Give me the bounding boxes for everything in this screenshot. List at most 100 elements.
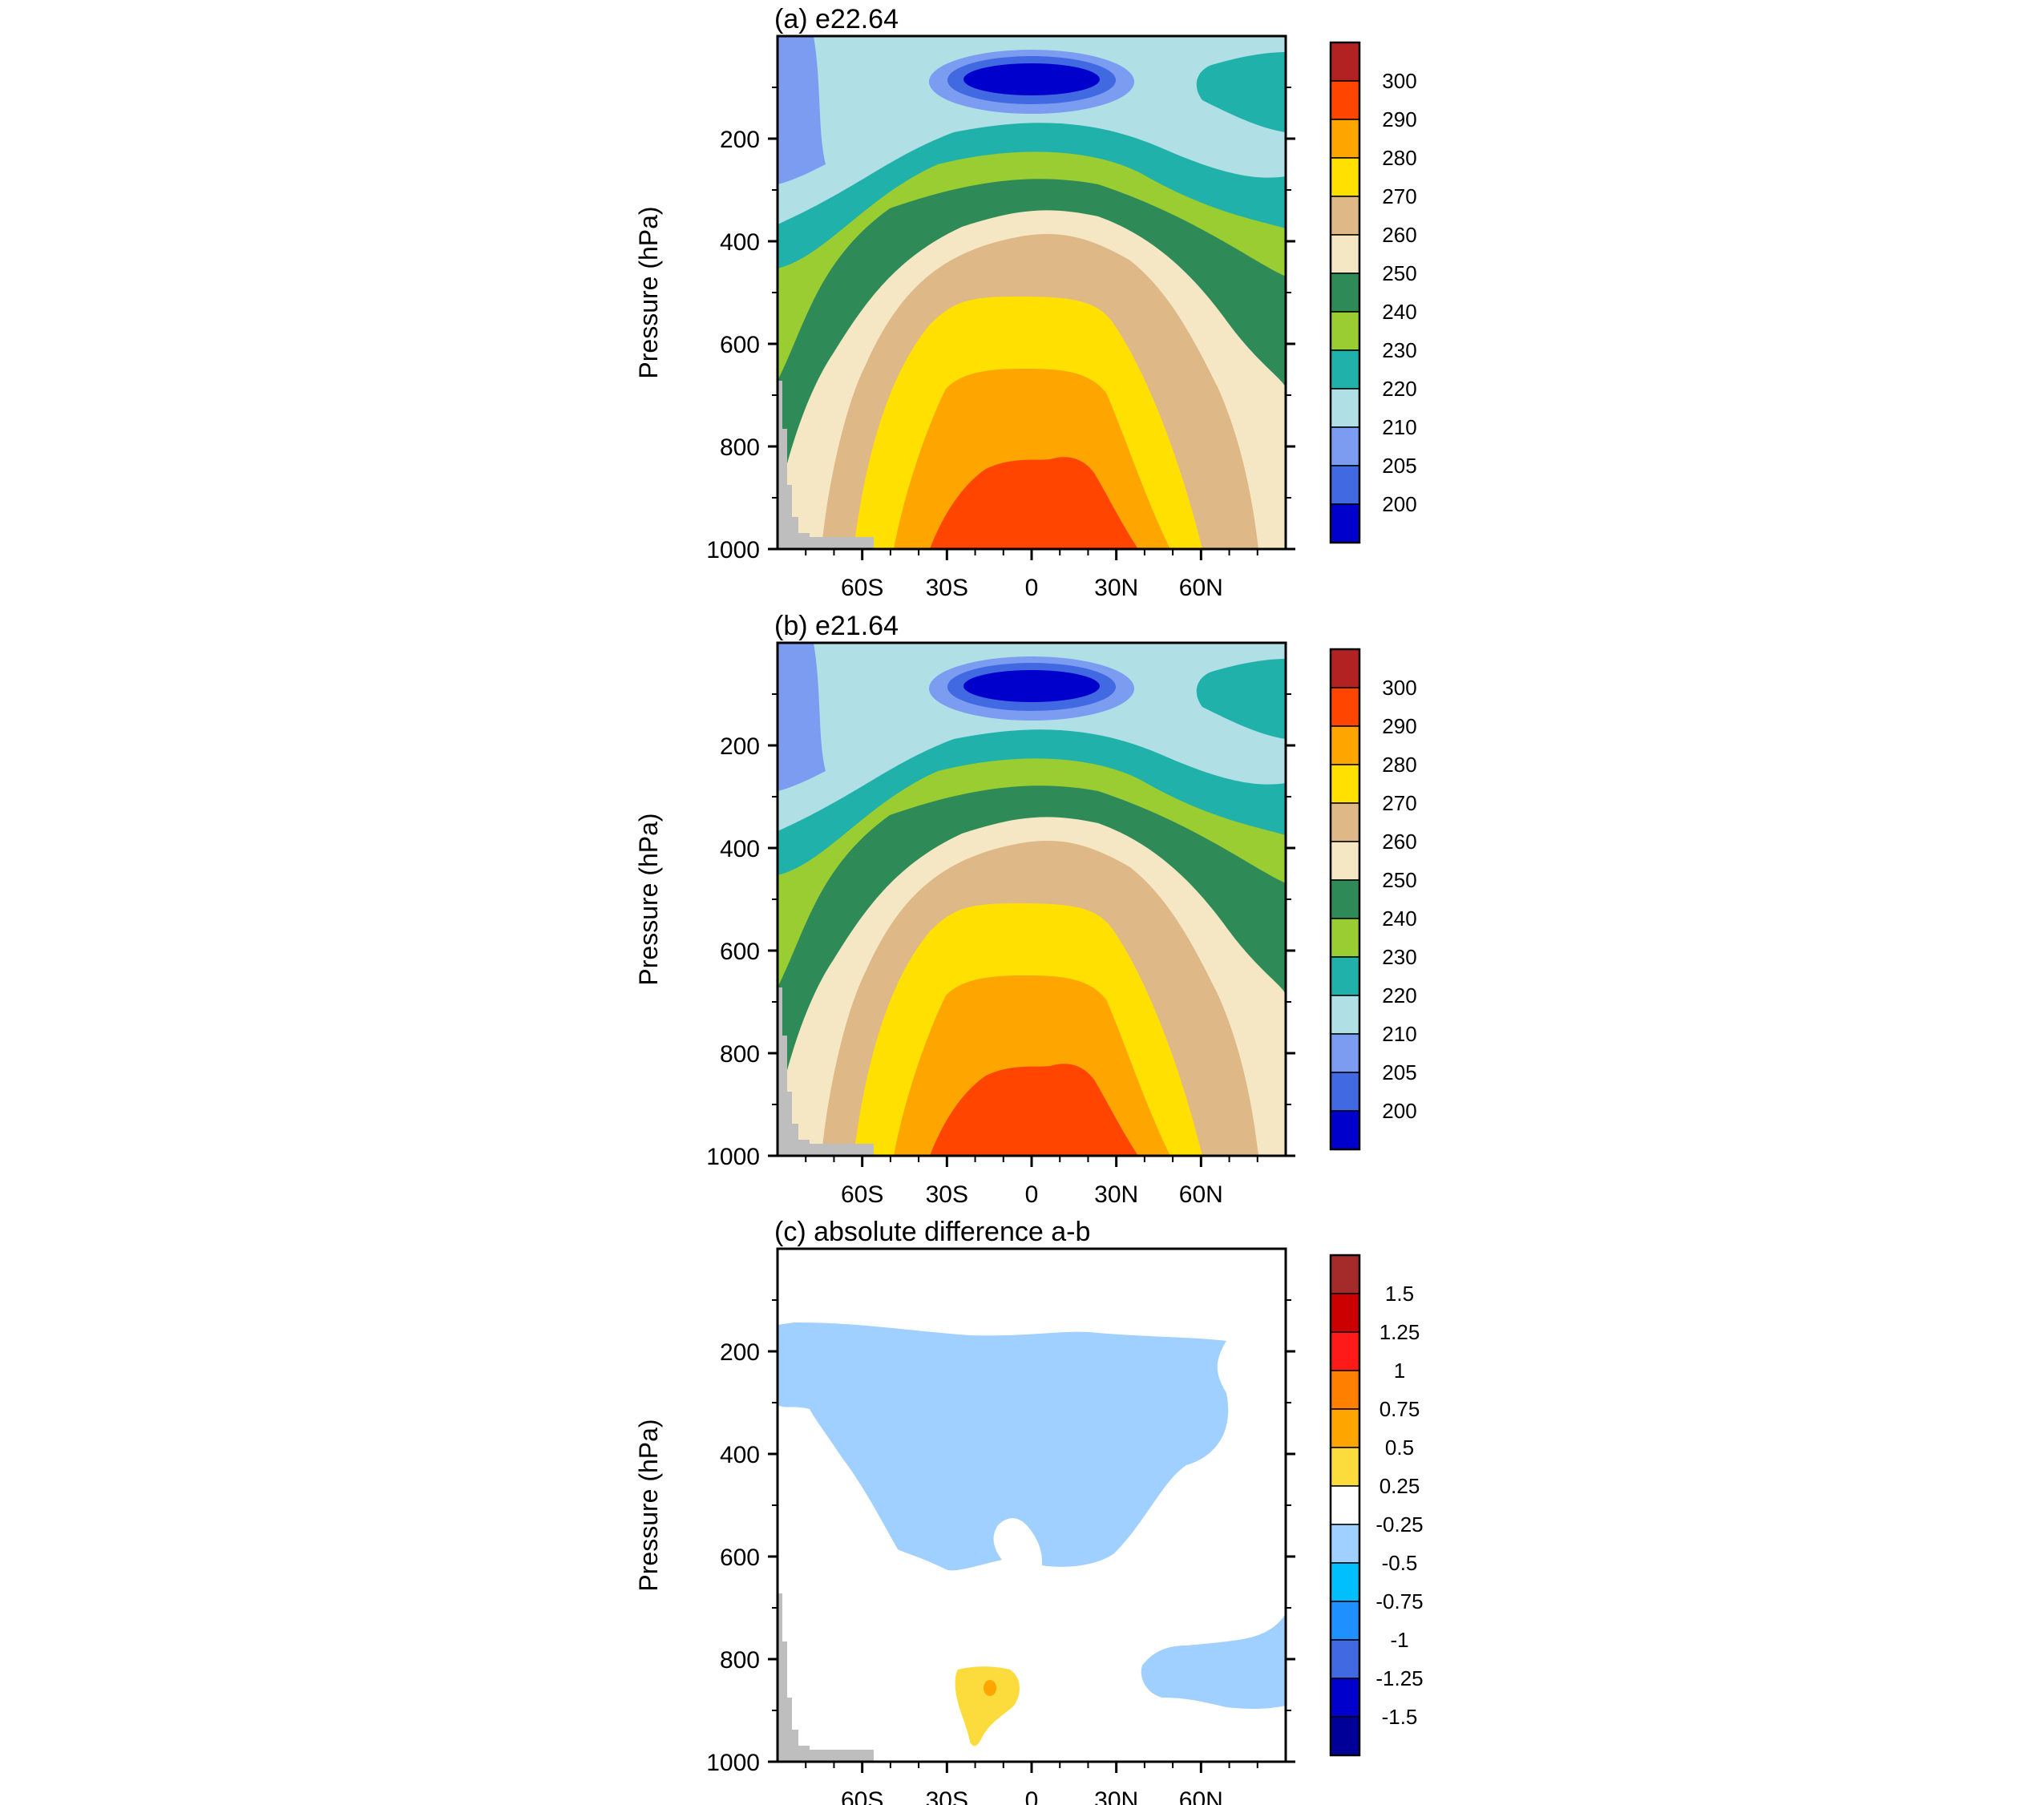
panel-a-colorbar-label: 270 (1382, 184, 1416, 208)
panel-c-colorbar-swatch (1330, 1370, 1360, 1410)
y-tick-label-800: 800 (720, 1647, 760, 1674)
panel-b-colorbar-swatch (1330, 841, 1360, 881)
panel-a-colorbar-swatch (1330, 426, 1360, 466)
terrain (778, 987, 874, 1156)
panel-a (776, 34, 1287, 551)
panel-b-colorbar-swatch (1330, 687, 1360, 727)
panel-c-colorbar-swatch (1330, 1601, 1360, 1641)
panel-a-colorbar-swatch (1330, 157, 1360, 197)
panel-a-colorbar-swatch (1330, 196, 1360, 236)
x-tick-label-60N: 60N (1179, 1181, 1223, 1208)
panel-b-colorbar-swatch (1330, 764, 1360, 804)
panel-c-colorbar-label: 0.5 (1385, 1436, 1414, 1460)
panel-b-colorbar-swatch (1330, 956, 1360, 996)
panel-a-colorbar-frame (1329, 41, 1361, 544)
panel-c-colorbar-label: -1.5 (1382, 1705, 1418, 1729)
panel-b-colorbar-label: 205 (1382, 1060, 1416, 1084)
panel-c-colorbar-frame (1329, 1254, 1361, 1757)
x-tick-label-30S: 30S (926, 1181, 968, 1208)
panel-c-colorbar-swatch (1330, 1639, 1360, 1679)
panel-a-colorbar-label: 250 (1382, 261, 1416, 285)
panel-c-ylabel: Pressure (hPa) (634, 1419, 663, 1591)
panel-a-title: (a) e22.64 (774, 4, 899, 34)
panel-b-colorbar-label: 270 (1382, 791, 1416, 815)
panel-c-colorbar-swatch (1330, 1408, 1360, 1448)
panel-c (776, 1247, 1287, 1763)
panel-b-colorbar-frame (1329, 648, 1361, 1151)
panel-b-colorbar-swatch (1330, 1072, 1360, 1112)
band-220-right (1196, 36, 1286, 132)
diff-pos-core (984, 1680, 996, 1696)
panel-b-colorbar-label: 290 (1382, 714, 1416, 738)
x-tick-label-60N: 60N (1179, 1787, 1223, 1805)
panel-a-colorbar-swatch (1330, 273, 1360, 313)
y-tick-label-1000: 1000 (706, 1750, 760, 1776)
panel-b-colorbar-label: 260 (1382, 830, 1416, 854)
panel-b (776, 641, 1287, 1157)
panel-b-colorbar-swatch (1330, 1033, 1360, 1073)
y-tick-label-1000: 1000 (706, 537, 760, 563)
panel-b-plot-area (778, 643, 1286, 1156)
panel-a-colorbar-swatch (1330, 42, 1360, 82)
panel-b-colorbar-swatch (1330, 725, 1360, 765)
panel-c-colorbar-label: 1.5 (1385, 1282, 1414, 1306)
panel-c-colorbar-label: -1 (1390, 1628, 1408, 1652)
x-tick-label-30S: 30S (926, 575, 968, 601)
panel-a-colorbar-label: 220 (1382, 377, 1416, 401)
panel-a-colorbar-label: 280 (1382, 146, 1416, 170)
y-tick-label-200: 200 (720, 733, 760, 760)
panel-a-colorbar-swatch (1330, 388, 1360, 428)
panel-c-title: (c) absolute difference a-b (774, 1217, 1090, 1247)
panel-c-colorbar-label: -0.75 (1375, 1589, 1423, 1613)
panel-a-colorbar-label: 230 (1382, 338, 1416, 362)
y-tick-label-600: 600 (720, 1545, 760, 1571)
panel-c-colorbar-label: 0.25 (1379, 1474, 1420, 1498)
panel-b-colorbar-swatch (1330, 995, 1360, 1035)
diff-neg-right (1141, 1613, 1286, 1710)
panel-a-colorbar-label: 240 (1382, 300, 1416, 324)
y-tick-label-600: 600 (720, 939, 760, 965)
x-tick-label-60S: 60S (841, 1181, 883, 1208)
panel-c-colorbar-swatch (1330, 1447, 1360, 1487)
panel-b-colorbar-label: 210 (1382, 1022, 1416, 1046)
y-tick-label-200: 200 (720, 1339, 760, 1366)
panel-a-colorbar-label: 290 (1382, 107, 1416, 131)
band-205-left (778, 36, 826, 184)
diff-neg-upper (778, 1322, 1229, 1571)
panel-a-ylabel: Pressure (hPa) (634, 206, 663, 378)
panel-a-colorbar-swatch (1330, 465, 1360, 505)
x-tick-label-60S: 60S (841, 575, 883, 601)
y-tick-label-200: 200 (720, 127, 760, 153)
panel-b-colorbar-swatch (1330, 918, 1360, 958)
y-tick-label-400: 400 (720, 836, 760, 862)
y-tick-label-800: 800 (720, 434, 760, 461)
x-tick-label-60S: 60S (841, 1787, 883, 1805)
panel-a-colorbar-swatch (1330, 234, 1360, 274)
panel-c-colorbar-swatch (1330, 1562, 1360, 1602)
panel-b-colorbar-label: 220 (1382, 983, 1416, 1007)
panel-a-colorbar-swatch (1330, 311, 1360, 351)
panel-c-plot-area (778, 1249, 1286, 1762)
overlays: (a) e22.64 Pressure (hPa) 200 400 600 800 1000… (634, 4, 1424, 1805)
diff-pos-south (955, 1666, 1020, 1746)
y-tick-label-800: 800 (720, 1041, 760, 1068)
panel-c-colorbar-label: -1.25 (1375, 1666, 1423, 1690)
panel-a-colorbar-label: 210 (1382, 415, 1416, 439)
panel-c-colorbar-swatch (1330, 1524, 1360, 1564)
panel-b-colorbar-swatch (1330, 1110, 1360, 1150)
y-tick-label-1000: 1000 (706, 1144, 760, 1170)
x-tick-label-30N: 30N (1094, 1787, 1138, 1805)
x-tick-label-30N: 30N (1094, 575, 1138, 601)
panel-c-colorbar-swatch (1330, 1485, 1360, 1525)
panel-b-colorbar-swatch (1330, 879, 1360, 919)
x-tick-label-30N: 30N (1094, 1181, 1138, 1208)
panel-c-colorbar-label: 1 (1394, 1359, 1405, 1383)
panel-b-colorbar-swatch (1330, 648, 1360, 688)
panel-a-colorbar-swatch (1330, 503, 1360, 543)
panel-c-colorbar-swatch (1330, 1254, 1360, 1294)
panel-a-colorbar-swatch (1330, 349, 1360, 390)
band-195-top (963, 670, 1100, 702)
diff-pos-small (994, 1518, 1042, 1567)
panel-a-colorbar-label: 300 (1382, 69, 1416, 93)
